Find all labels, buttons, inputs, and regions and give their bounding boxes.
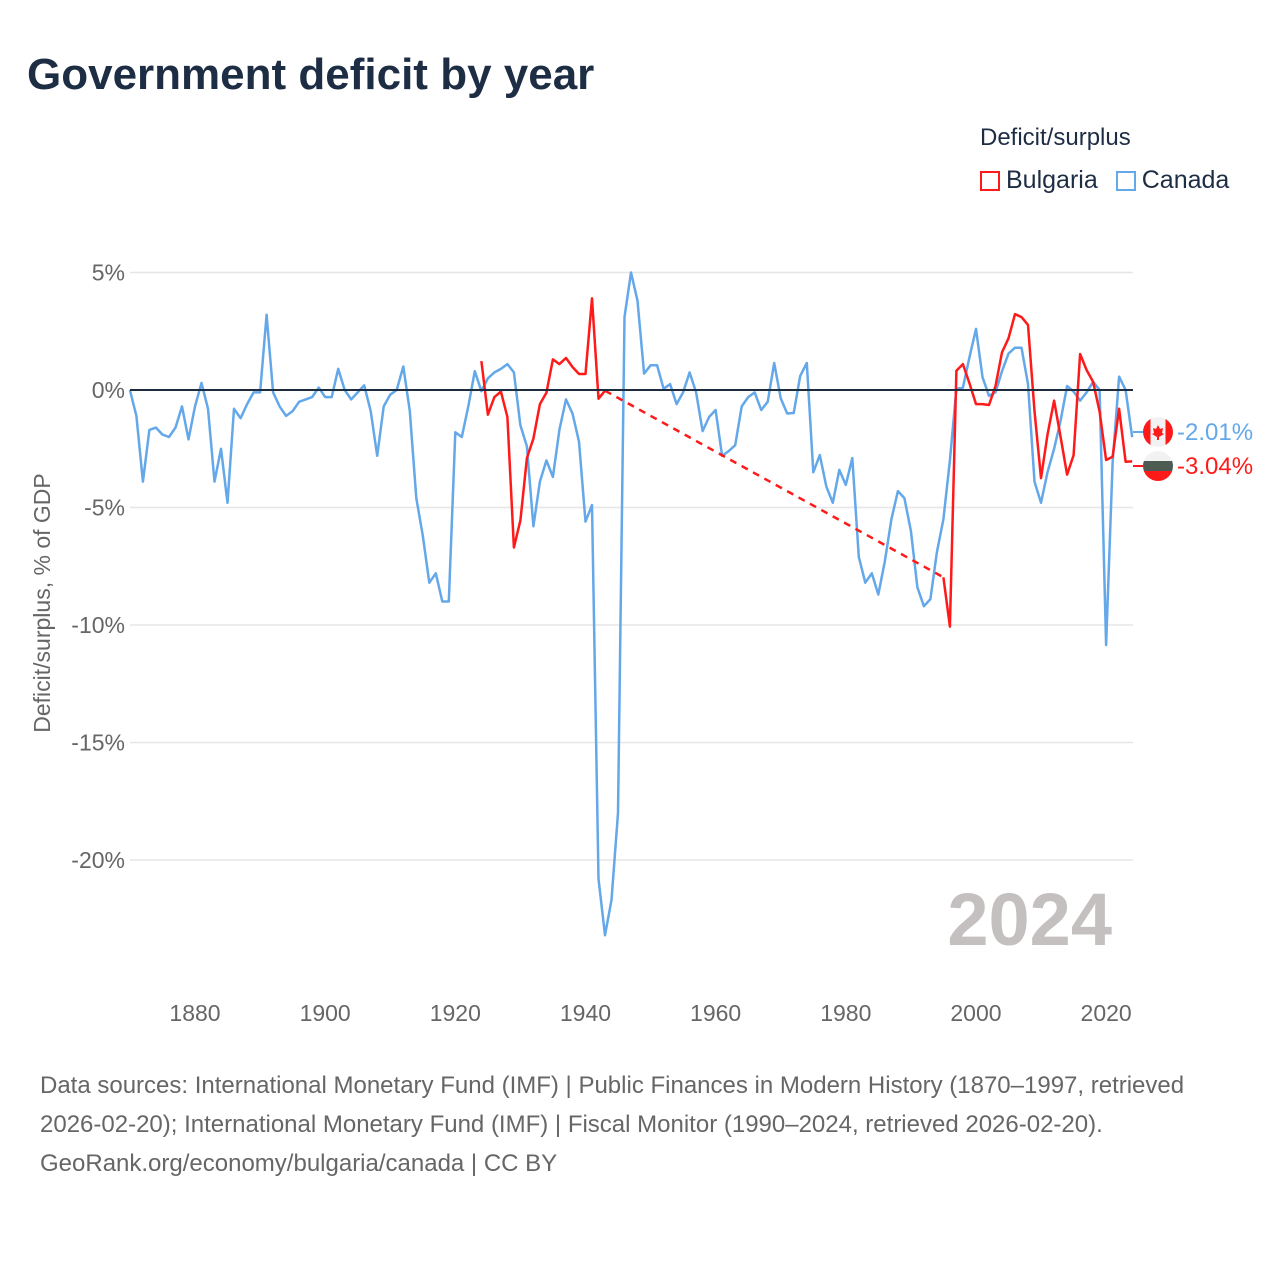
- legend-title: Deficit/surplus: [980, 124, 1131, 151]
- legend-swatch-canada: [1115, 170, 1136, 191]
- y-tick-label: -5%: [84, 495, 125, 521]
- legend-label-canada: Canada: [1141, 166, 1230, 194]
- x-tick-label: 1960: [690, 1000, 741, 1026]
- y-tick-label: 5%: [92, 260, 125, 286]
- legend-item-canada[interactable]: Canada: [1115, 166, 1230, 195]
- series-line-canada: [128, 271, 1134, 937]
- y-axis-ticks: 5% 0% -5% -10% -15% -20%: [71, 260, 125, 874]
- x-tick-label: 1920: [430, 1000, 481, 1026]
- end-marker-canada: -2.01%: [1133, 417, 1253, 447]
- x-tick-label: 1980: [820, 1000, 871, 1026]
- x-tick-label: 2020: [1081, 1000, 1132, 1026]
- series-line-bulgaria: [942, 312, 1133, 628]
- series-layer: [128, 271, 1134, 937]
- y-axis-label: Deficit/surplus, % of GDP: [29, 473, 55, 732]
- legend-item-bulgaria[interactable]: Bulgaria: [980, 166, 1098, 195]
- legend: Bulgaria Canada: [980, 166, 1229, 195]
- y-tick-label: -15%: [71, 730, 125, 756]
- x-axis-ticks: 1880 1900 1920 1940 1960 1980 2000 2020: [169, 1000, 1131, 1026]
- end-label-bulgaria: -3.04%: [1177, 453, 1253, 480]
- end-marker-bulgaria: -3.04%: [1133, 451, 1253, 481]
- legend-swatch-bulgaria: [980, 170, 1000, 191]
- page-title: Government deficit by year: [27, 50, 595, 99]
- end-label-canada: -2.01%: [1177, 419, 1253, 446]
- series-gap-bulgaria: [604, 389, 945, 579]
- credit-link[interactable]: GeoRank.org/economy/bulgaria/canada | CC…: [40, 1150, 558, 1177]
- y-tick-label: -10%: [71, 612, 125, 638]
- chart: 5% 0% -5% -10% -15% -20% 1880 1900 1920 1940 1960…: [29, 260, 1253, 1027]
- y-tick-label: -20%: [71, 847, 125, 873]
- series-line-bulgaria: [480, 297, 606, 549]
- legend-label-bulgaria: Bulgaria: [1006, 166, 1098, 194]
- x-tick-label: 1900: [300, 1000, 351, 1026]
- footer: Data sources: International Monetary Fun…: [40, 1066, 1250, 1183]
- y-tick-label: 0%: [92, 377, 125, 403]
- bulgaria-flag-icon: [1143, 451, 1173, 481]
- data-sources: Data sources: International Monetary Fun…: [40, 1072, 1185, 1138]
- canada-flag-icon: [1143, 417, 1173, 447]
- x-tick-label: 2000: [950, 1000, 1001, 1026]
- big-year-label: 2024: [947, 878, 1112, 961]
- x-tick-label: 1940: [560, 1000, 611, 1026]
- grid: [130, 271, 1133, 861]
- x-tick-label: 1880: [169, 1000, 220, 1026]
